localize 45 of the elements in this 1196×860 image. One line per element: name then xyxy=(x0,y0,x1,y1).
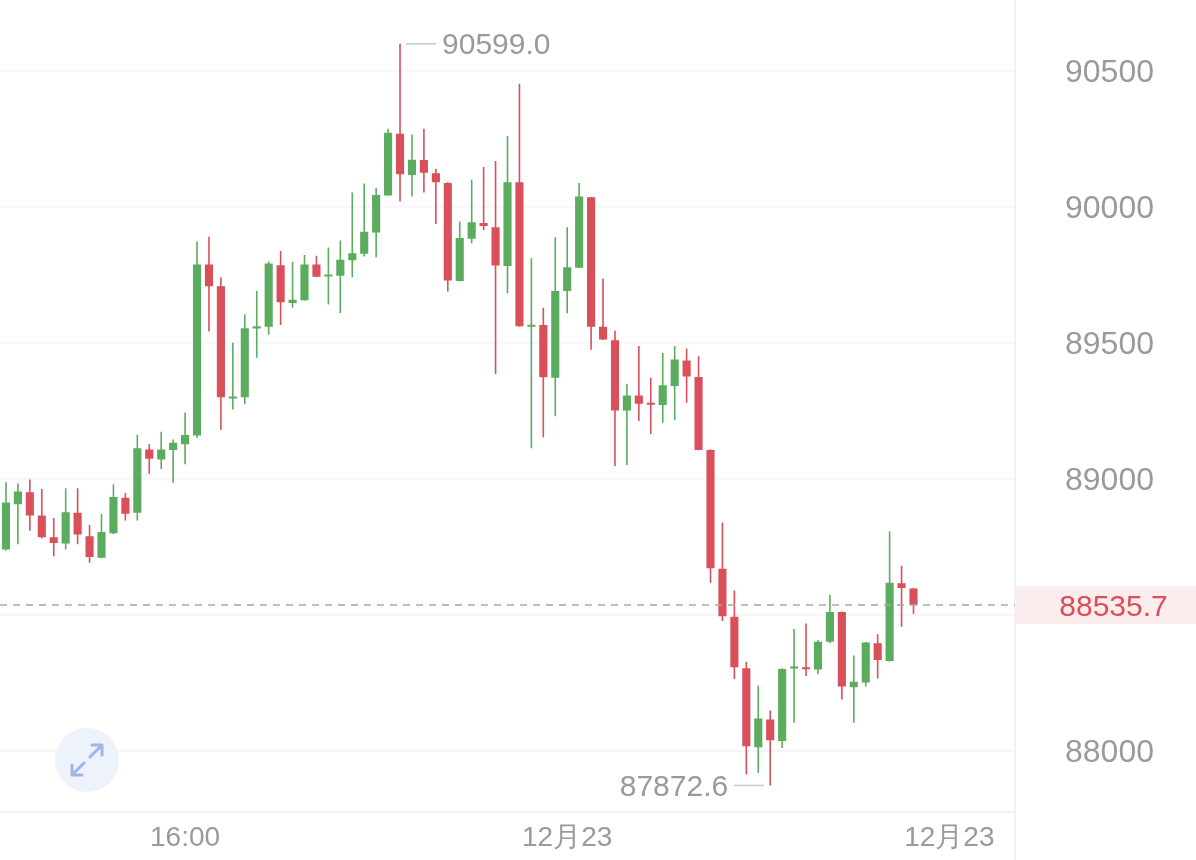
candlestick xyxy=(419,128,428,193)
candlestick xyxy=(563,227,572,314)
candlestick xyxy=(694,356,703,451)
candlestick xyxy=(431,168,440,224)
candlestick xyxy=(228,342,237,410)
candlestick xyxy=(13,483,22,545)
candlestick xyxy=(300,254,309,301)
y-tick-label: 88000 xyxy=(1065,732,1154,769)
candlestick xyxy=(706,449,715,583)
candlestick xyxy=(157,431,166,469)
candlestick xyxy=(849,655,858,723)
candlestick xyxy=(312,255,321,278)
candlestick xyxy=(801,623,811,676)
x-tick-label: 12月23 xyxy=(522,821,613,852)
annotation: 90599.0 xyxy=(442,27,551,61)
candlestick xyxy=(790,628,799,723)
candlestick xyxy=(181,412,190,465)
y-tick-label: 89000 xyxy=(1065,460,1154,497)
x-tick-label: 16:00 xyxy=(150,821,221,852)
candlestick xyxy=(395,43,405,202)
candlestick xyxy=(109,484,118,534)
annotation: 87872.6 xyxy=(619,768,729,802)
candlestick xyxy=(204,236,214,332)
candlestick xyxy=(646,377,655,434)
ref-line-label: 88535.7 xyxy=(1059,588,1168,622)
candlestick xyxy=(97,513,106,559)
y-tick-label: 90500 xyxy=(1065,52,1154,89)
y-tick-label: 89500 xyxy=(1065,324,1154,361)
candlestick xyxy=(49,517,58,557)
candlestick xyxy=(622,383,631,465)
candlestick xyxy=(658,353,667,423)
candlestick xyxy=(169,439,178,483)
candlestick xyxy=(754,685,763,773)
candlestick xyxy=(515,83,524,327)
candlestick xyxy=(360,183,369,257)
candlestick xyxy=(348,192,357,278)
candlestick xyxy=(145,444,154,474)
candlestick xyxy=(252,291,261,358)
candlestick xyxy=(407,134,417,197)
x-tick-label: 12月23 xyxy=(904,821,995,852)
candlestick xyxy=(37,489,46,539)
candlestick xyxy=(634,346,643,422)
candlestick xyxy=(598,278,608,341)
y-tick-label: 90000 xyxy=(1065,188,1154,225)
candlestick xyxy=(766,710,775,786)
